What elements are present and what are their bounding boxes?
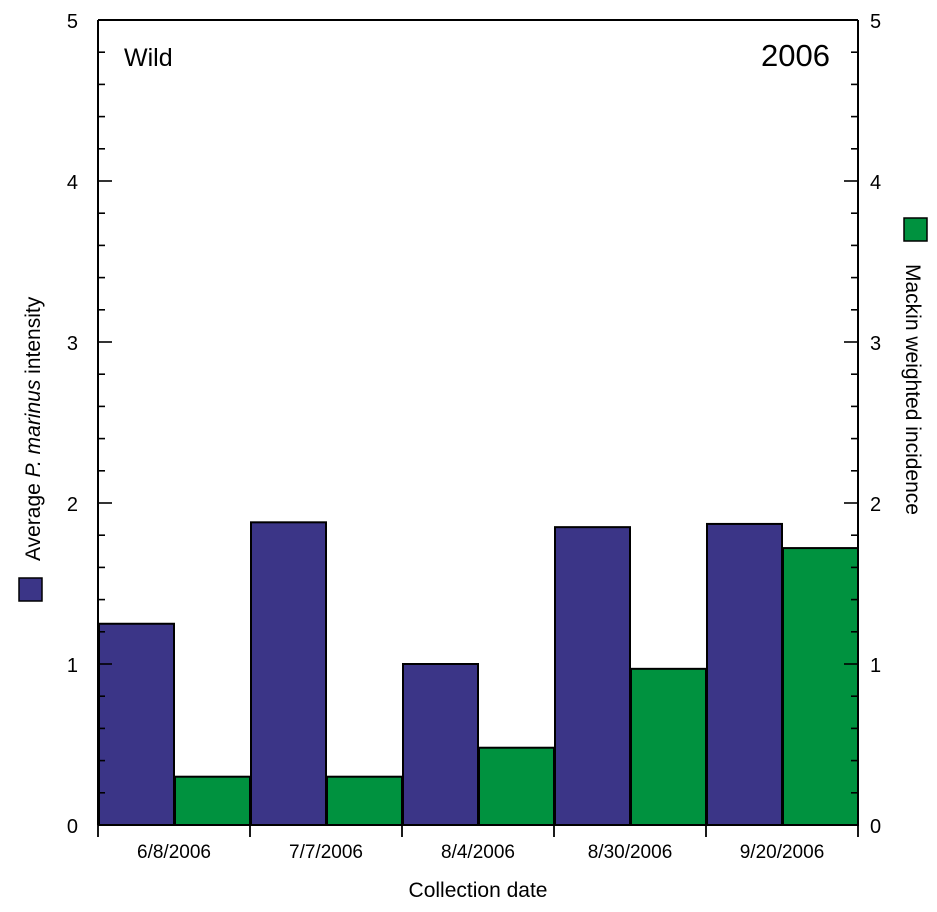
y-tick-label-right: 1 [870,655,881,677]
y-axis-title-suffix: intensity [22,296,45,379]
bar-series1-4 [554,526,631,827]
y-tick-label-right: 5 [870,11,881,33]
y-tick-label-left: 3 [67,333,78,355]
y-tick-label-right: 2 [870,494,881,516]
x-tick-label: 9/20/2006 [740,842,825,863]
y-tick-label-left: 1 [67,655,78,677]
legend-swatch-intensity [18,577,43,602]
y-tick-label-right: 0 [870,816,881,838]
x-tick-label: 7/7/2006 [289,842,363,863]
year-label: 2006 [761,38,830,73]
legend-swatch-mackin [903,217,928,242]
bar-series1-3 [402,663,479,826]
bar-series2-1 [174,775,251,827]
bars-layer [98,521,859,827]
y-axis-title-italic: P. marinus [22,379,45,477]
bar-series1-5 [706,522,783,826]
y-tick-label-right: 4 [870,172,881,194]
x-axis-title: Collection date [409,879,548,902]
bar-series2-5 [782,547,859,827]
y-tick-label-left: 0 [67,816,78,838]
y-tick-label-left: 5 [67,11,78,33]
y-axis-title-right: Mackin weighted incidence [901,264,924,515]
x-tick-label: 8/4/2006 [441,842,515,863]
bar-series1-1 [98,622,175,826]
axes-layer: 0 0 1 1 2 2 3 3 4 4 5 5 6/8/2006 7/7/2006 8/4/2006 8/30… [67,11,881,863]
x-tick-label: 6/8/2006 [137,842,211,863]
panel-label: Wild [124,44,173,72]
bar-series2-4 [630,667,707,827]
y-tick-label-right: 3 [870,333,881,355]
y-axis-title-prefix: Average [22,477,45,561]
y-tick-label-left: 4 [67,172,78,194]
x-tick-label: 8/30/2006 [588,842,673,863]
y-axis-title-left: Average P. marinus intensity [22,296,45,561]
y-tick-label-left: 2 [67,494,78,516]
bar-series1-2 [250,521,327,826]
bar-series2-2 [326,775,403,827]
bar-series2-3 [478,746,555,826]
